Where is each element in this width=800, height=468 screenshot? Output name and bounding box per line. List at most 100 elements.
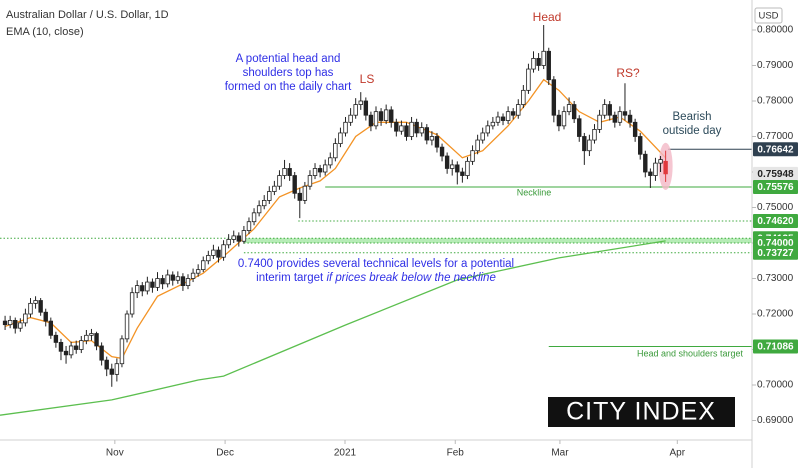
candle-body (653, 162, 658, 176)
candle-body (48, 320, 54, 336)
candle-body (536, 57, 541, 66)
candle-body (292, 175, 297, 194)
annotation-part: interim target (256, 272, 326, 284)
candle-body (414, 121, 419, 134)
candle-body (89, 333, 94, 336)
annotation: Head (533, 10, 562, 24)
candle-body (521, 89, 526, 105)
candle-body (272, 185, 277, 192)
candle-body (592, 129, 597, 141)
y-tick-label: 0.79000 (757, 60, 794, 71)
candle-body (541, 50, 546, 66)
candle-body (190, 272, 196, 279)
y-tick-label: 0.77000 (757, 131, 794, 142)
candle-body (526, 68, 531, 91)
candle-body (84, 334, 89, 342)
chart-title: Australian Dollar / U.S. Dollar, 1D (6, 9, 169, 21)
candle-body (485, 125, 490, 134)
candle-body (546, 50, 551, 81)
support-band (243, 238, 752, 244)
price-label: 0.71086 (757, 342, 794, 353)
candle-body (53, 334, 59, 343)
price-label-box (753, 245, 798, 260)
price-label: 0.75948 (757, 169, 794, 180)
candle-body (33, 300, 38, 304)
price-label-box (753, 142, 798, 157)
candle-body (236, 235, 242, 242)
x-tick-label: Mar (551, 448, 569, 459)
price-label: 0.74620 (757, 216, 794, 227)
candle-body (582, 136, 587, 152)
y-tick-label: 0.73000 (757, 273, 794, 284)
candle-body (343, 121, 348, 134)
candle-body (429, 136, 435, 141)
candle-body (622, 111, 628, 116)
candle-body (663, 160, 668, 175)
indicator-line (0, 240, 666, 416)
candle-body (145, 281, 150, 292)
candle-body (632, 121, 638, 137)
price-label-box (753, 213, 798, 228)
candle-body (607, 104, 612, 116)
candle-body (94, 333, 99, 347)
indicator-line (4, 78, 667, 360)
candle-body (587, 139, 592, 152)
x-tick-label: Apr (670, 448, 686, 459)
logo-box (548, 397, 735, 427)
annotation: shoulders top has (243, 67, 334, 79)
y-tick-label: 0.80000 (757, 25, 794, 36)
candle-body (505, 111, 511, 121)
candle-body (104, 359, 109, 370)
candle-body (510, 111, 516, 116)
candle-body (333, 143, 338, 159)
candle-body (140, 285, 145, 292)
candle-body (480, 132, 485, 141)
candle-body (444, 155, 450, 169)
candle-body (475, 139, 480, 152)
candle-body (389, 109, 394, 123)
candle-body (495, 116, 501, 123)
x-tick-label: Dec (216, 448, 234, 459)
candle-body (262, 200, 267, 207)
candle-body (516, 104, 521, 116)
candle-body (348, 114, 353, 123)
candle-body (180, 276, 186, 287)
candle-body (617, 111, 623, 123)
candle-body (597, 114, 602, 130)
x-tick-label: Nov (106, 448, 124, 459)
candle-body (170, 274, 175, 281)
price-label-box (753, 339, 798, 354)
candle-body (338, 132, 343, 145)
candle-body (216, 249, 221, 258)
candle-body (134, 285, 140, 294)
candle-body (23, 313, 28, 324)
price-label: 0.73727 (757, 248, 794, 259)
candle-body (551, 79, 557, 116)
candle-body (251, 212, 257, 223)
y-tick-label: 0.78000 (757, 96, 794, 107)
candle-body (99, 345, 104, 361)
candle-body (241, 230, 247, 242)
price-label-box (753, 166, 798, 181)
candle-body (267, 191, 272, 201)
price-label: 0.75576 (757, 182, 794, 193)
candle-body (627, 114, 633, 123)
candle-body (561, 111, 567, 127)
candle-body (175, 276, 181, 281)
plot-area (0, 25, 752, 416)
candle-body (455, 164, 460, 173)
candle-body (470, 150, 475, 162)
candle-body (7, 319, 13, 326)
y-tick-label: 0.69000 (757, 415, 794, 426)
y-tick-label: 0.72000 (757, 309, 794, 320)
y-tick-label: 0.75000 (757, 202, 794, 213)
annotation: Bearish (673, 111, 712, 123)
candle-body (465, 160, 470, 176)
annotation: outside day (663, 125, 722, 137)
x-tick-label: Feb (447, 448, 465, 459)
annotation: interim target if prices break below the… (256, 272, 496, 284)
currency: USD (758, 11, 778, 22)
candle-body (394, 121, 399, 132)
